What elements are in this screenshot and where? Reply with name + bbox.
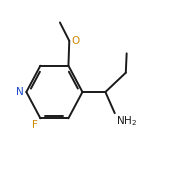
Text: N: N xyxy=(16,87,24,97)
Text: NH$_2$: NH$_2$ xyxy=(116,114,137,128)
Text: F: F xyxy=(32,120,38,130)
Text: O: O xyxy=(71,36,80,46)
